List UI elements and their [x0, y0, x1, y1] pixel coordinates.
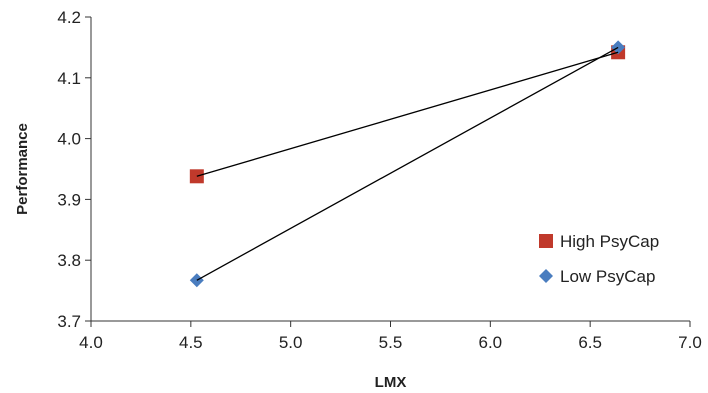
- y-tick-label: 4.0: [57, 130, 81, 149]
- x-tick-label: 7.0: [678, 333, 702, 352]
- x-tick-label: 4.5: [179, 333, 203, 352]
- x-tick-label: 6.5: [578, 333, 602, 352]
- x-tick-label: 5.0: [279, 333, 303, 352]
- x-axis-title: LMX: [375, 374, 407, 391]
- legend-diamond-icon: [539, 269, 553, 283]
- series-line: [196, 46, 619, 281]
- legend: High PsyCap Low PsyCap: [539, 232, 659, 286]
- legend-square-icon: [539, 234, 553, 248]
- x-tick-label: 4.0: [79, 333, 103, 352]
- y-tick-label: 3.8: [57, 251, 81, 270]
- legend-item: Low PsyCap: [539, 267, 655, 286]
- x-tick-label: 6.0: [479, 333, 503, 352]
- y-tick-label: 4.1: [57, 69, 81, 88]
- y-tick-label: 4.2: [57, 8, 81, 27]
- legend-label: High PsyCap: [560, 232, 659, 251]
- y-axis-title: Performance: [14, 123, 31, 215]
- legend-item: High PsyCap: [539, 232, 659, 251]
- axes: 3.7 3.8 3.9 4.0 4.1 4.2 4.0 4.5 5.0 5.5 6.0 6.5 7.0 L…: [14, 8, 702, 391]
- x-tick-label: 5.5: [379, 333, 403, 352]
- y-tick-label: 3.7: [57, 312, 81, 331]
- series-line: [196, 51, 619, 177]
- legend-label: Low PsyCap: [560, 267, 655, 286]
- plot-area: [189, 40, 626, 288]
- y-tick-label: 3.9: [57, 190, 81, 209]
